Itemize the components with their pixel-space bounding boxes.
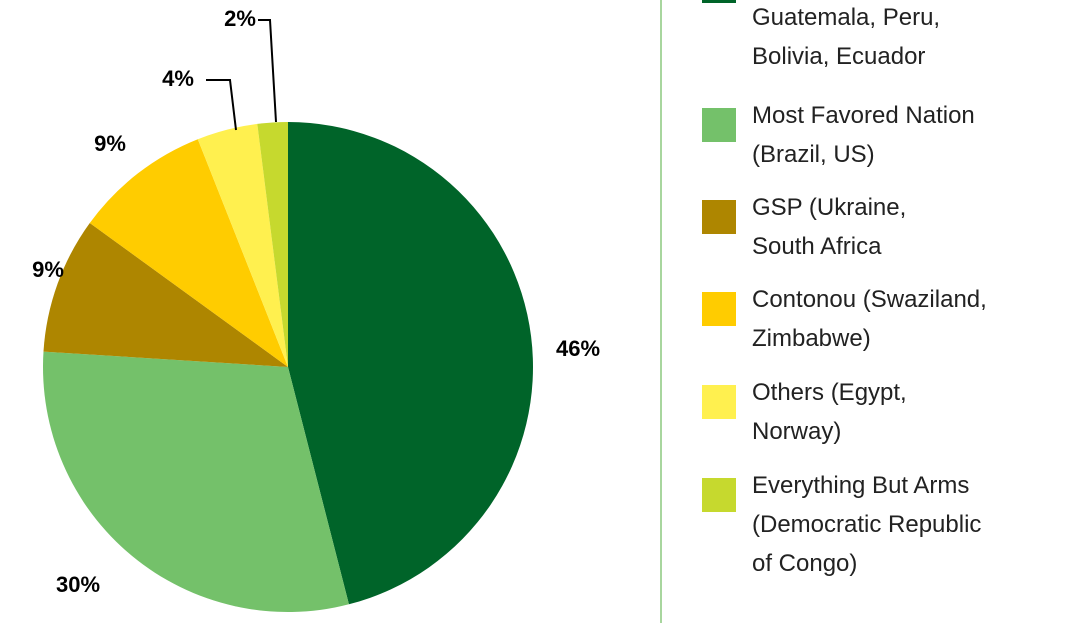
legend-swatch bbox=[702, 385, 736, 419]
legend-label: Contonou (Swaziland, Zimbabwe) bbox=[752, 286, 987, 352]
data-label: 46% bbox=[556, 336, 600, 361]
legend-label: Everything But Arms (Democratic Republic… bbox=[752, 472, 982, 577]
legend-swatch bbox=[702, 200, 736, 234]
legend-swatch bbox=[702, 0, 736, 3]
legend-label: Most Favored Nation (Brazil, US) bbox=[752, 102, 975, 168]
leader-line bbox=[206, 79, 237, 131]
pie-slice bbox=[89, 139, 288, 367]
legend-label: Guatemala, Peru, Bolivia, Ecuador bbox=[752, 4, 941, 70]
legend-label: GSP (Ukraine, South Africa bbox=[752, 194, 907, 260]
data-label: 2% bbox=[224, 6, 256, 31]
leader-line bbox=[258, 19, 277, 123]
data-label: 30% bbox=[56, 572, 100, 597]
pie-slice bbox=[43, 222, 288, 367]
data-label: 9% bbox=[32, 257, 64, 282]
data-label: 9% bbox=[94, 131, 126, 156]
legend-swatch bbox=[702, 292, 736, 326]
data-label: 4% bbox=[162, 66, 194, 91]
pie-slice bbox=[197, 123, 288, 367]
legend-label: Others (Egypt, Norway) bbox=[752, 379, 907, 445]
legend-swatch bbox=[702, 478, 736, 512]
pie-slice bbox=[257, 122, 288, 367]
legend-swatch bbox=[702, 108, 736, 142]
pie-slice bbox=[288, 122, 533, 605]
pie-slice bbox=[43, 351, 349, 612]
